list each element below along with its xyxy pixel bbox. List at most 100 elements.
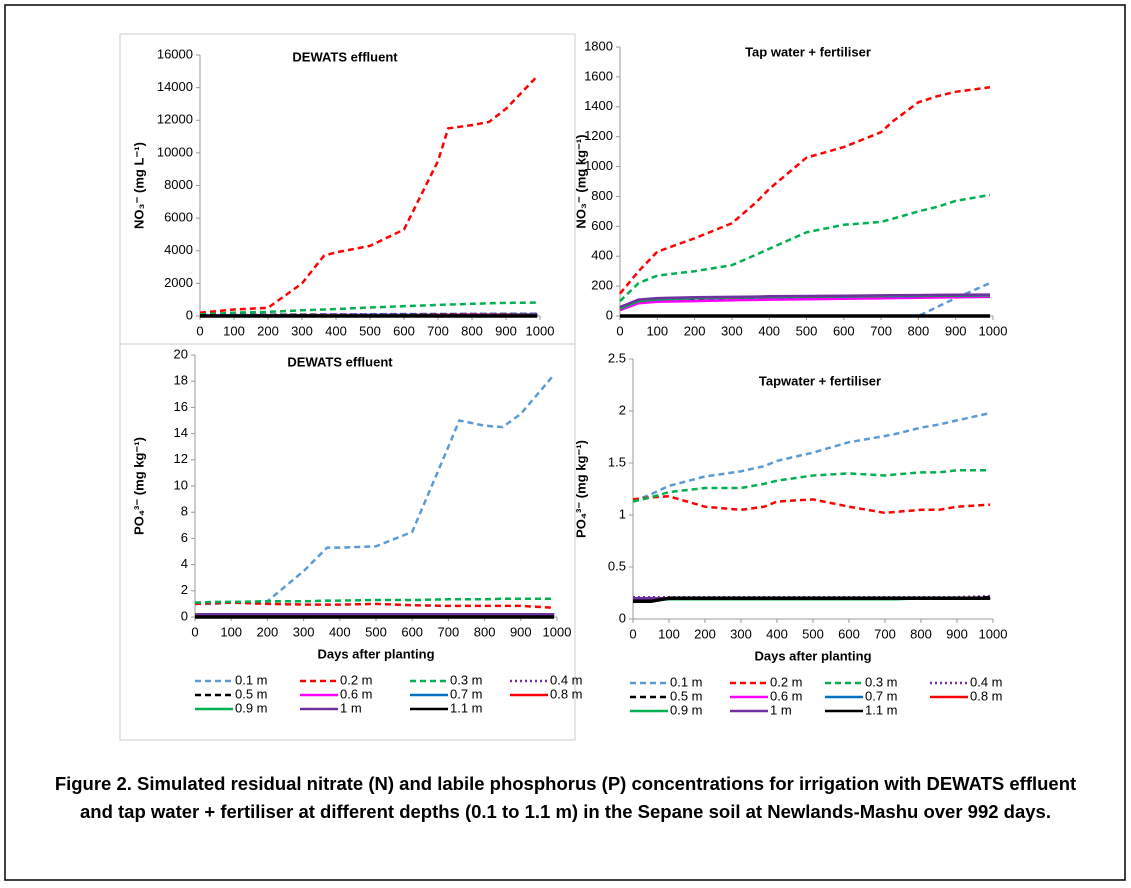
x-tick-label: 900	[945, 323, 967, 338]
y-tick-label: 16	[174, 399, 188, 414]
legend-label: 0.4 m	[970, 674, 1003, 689]
x-tick-label: 600	[833, 323, 855, 338]
legend-label: 0.5 m	[235, 686, 268, 701]
x-tick-label: 1000	[543, 624, 572, 639]
y-tick-label: 1400	[584, 98, 613, 113]
legend-label: 0.9 m	[235, 700, 268, 715]
series-line	[619, 295, 991, 312]
x-tick-label: 500	[365, 624, 387, 639]
y-tick-label: 18	[174, 373, 188, 388]
y-tick-label: 10000	[157, 144, 193, 159]
y-tick-label: 2000	[164, 275, 193, 290]
legend-label: 1 m	[340, 700, 362, 715]
x-axis-label: Days after planting	[754, 648, 871, 663]
x-tick-label: 100	[223, 323, 245, 338]
y-tick-label: 14000	[157, 79, 193, 94]
y-axis-label: NO₃⁻ (mg kg⁻¹)	[573, 134, 588, 228]
y-tick-label: 4000	[164, 242, 193, 257]
x-tick-label: 100	[646, 323, 668, 338]
x-tick-label: 800	[908, 323, 930, 338]
y-tick-label: 800	[591, 188, 613, 203]
x-tick-label: 200	[684, 323, 706, 338]
x-tick-label: 900	[946, 626, 968, 641]
x-tick-label: 600	[401, 624, 423, 639]
y-axis-label: PO₄³⁻ (mg kg⁻¹)	[131, 437, 146, 535]
series-line	[195, 373, 556, 606]
series-line	[632, 495, 991, 515]
x-tick-label: 300	[291, 323, 313, 338]
x-tick-label: 300	[730, 626, 752, 641]
series-line	[633, 596, 991, 604]
x-tick-label: 900	[510, 624, 532, 639]
x-tick-label: 200	[257, 323, 279, 338]
y-tick-label: 200	[591, 278, 613, 293]
y-tick-label: 10	[174, 477, 188, 492]
y-tick-label: 2	[619, 402, 626, 417]
series-line	[619, 193, 991, 302]
x-tick-label: 700	[874, 626, 896, 641]
x-tick-label: 700	[870, 323, 892, 338]
x-tick-label: 0	[629, 626, 636, 641]
y-tick-label: 20	[174, 346, 188, 361]
y-tick-label: 0.5	[608, 558, 626, 573]
y-tick-label: 12000	[157, 112, 193, 127]
series-line	[194, 597, 555, 604]
x-tick-label: 500	[359, 323, 381, 338]
legend-label: 1 m	[770, 702, 792, 717]
x-tick-label: 100	[658, 626, 680, 641]
y-tick-label: 4	[181, 556, 188, 571]
figure-border	[4, 4, 1126, 881]
y-axis-label: PO₄³⁻ (mg kg⁻¹)	[573, 440, 588, 538]
x-tick-label: 100	[220, 624, 242, 639]
legend-label: 0.2 m	[340, 672, 373, 687]
chart-title: Tapwater + fertiliser	[759, 373, 881, 388]
x-tick-label: 0	[196, 323, 203, 338]
x-tick-label: 400	[758, 323, 780, 338]
x-tick-label: 700	[427, 323, 449, 338]
y-tick-label: 0	[606, 307, 613, 322]
chart-title: DEWATS effluent	[292, 49, 398, 64]
series-line	[620, 281, 991, 318]
y-tick-label: 1200	[584, 128, 613, 143]
x-tick-label: 200	[694, 626, 716, 641]
y-tick-label: 1000	[584, 158, 613, 173]
y-tick-label: 8	[181, 504, 188, 519]
panel-border	[119, 343, 576, 741]
y-tick-label: 6000	[164, 210, 193, 225]
series-line	[194, 601, 555, 610]
caption: Figure 2. Simulated residual nitrate (N)…	[54, 773, 1077, 822]
legend-label: 0.2 m	[770, 674, 803, 689]
legend-label: 0.4 m	[550, 672, 583, 687]
x-tick-label: 300	[293, 624, 315, 639]
chart-title: Tap water + fertiliser	[745, 44, 871, 59]
x-tick-label: 900	[495, 323, 517, 338]
x-tick-label: 800	[474, 624, 496, 639]
x-tick-label: 700	[438, 624, 460, 639]
legend-label: 0.3 m	[450, 672, 483, 687]
legend-label: 0.1 m	[235, 672, 268, 687]
y-tick-label: 12	[174, 451, 188, 466]
legend-label: 0.1 m	[670, 674, 703, 689]
y-axis-label: NO₃⁻ (mg L⁻¹)	[131, 142, 146, 229]
legend-label: 0.7 m	[865, 688, 898, 703]
legend-label: 0.8 m	[550, 686, 583, 701]
x-tick-label: 400	[329, 624, 351, 639]
x-tick-label: 800	[461, 323, 483, 338]
series-line	[199, 301, 538, 316]
y-tick-label: 400	[591, 248, 613, 263]
y-tick-label: 2	[181, 582, 188, 597]
series-line	[632, 469, 991, 503]
y-tick-label: 1	[619, 506, 626, 521]
series-line	[619, 293, 991, 309]
x-tick-label: 800	[910, 626, 932, 641]
x-tick-label: 600	[838, 626, 860, 641]
legend-label: 1.1 m	[450, 700, 483, 715]
y-tick-label: 0	[186, 307, 193, 322]
legend-label: 0.7 m	[450, 686, 483, 701]
series-line	[619, 86, 991, 295]
x-tick-label: 0	[616, 323, 623, 338]
legend-label: 0.5 m	[670, 688, 703, 703]
series-line	[199, 75, 539, 314]
